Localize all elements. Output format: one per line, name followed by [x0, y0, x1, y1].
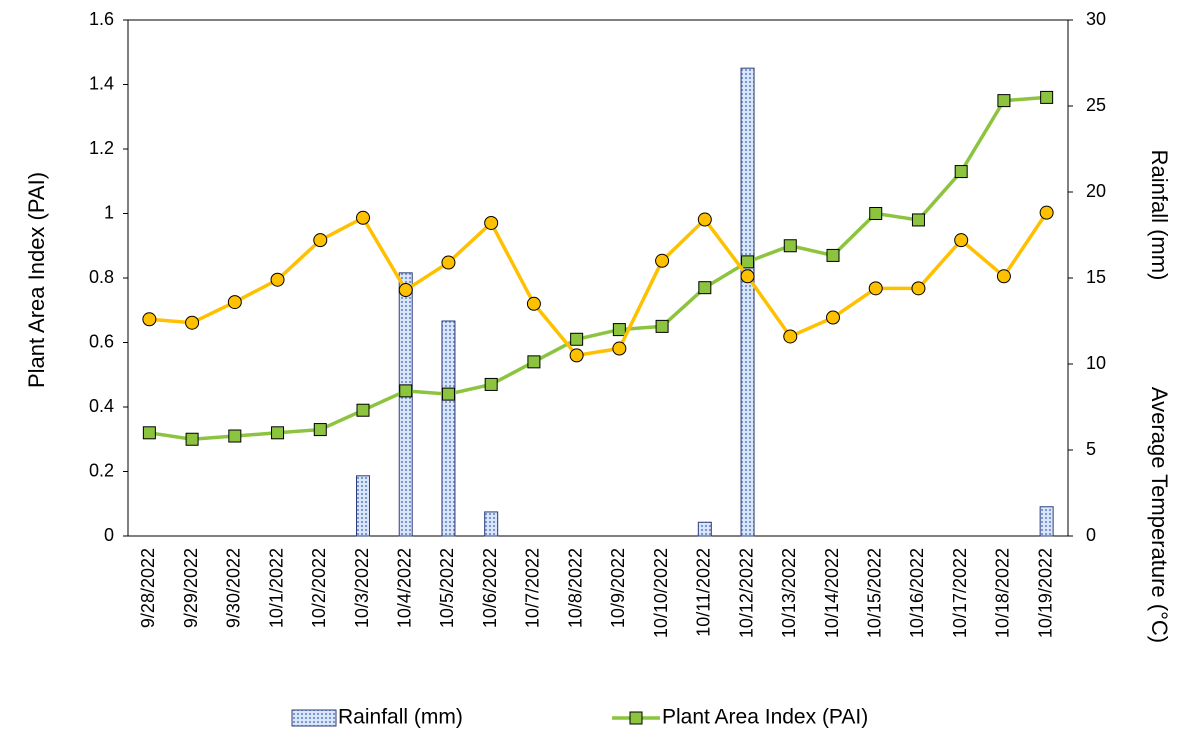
x-tick-label: 10/15/2022 — [864, 548, 884, 638]
x-tick-label: 10/14/2022 — [822, 548, 842, 638]
x-tick-label: 10/16/2022 — [907, 548, 927, 638]
x-tick-label: 10/9/2022 — [608, 548, 628, 628]
marker — [954, 233, 969, 248]
bar — [398, 272, 413, 537]
y2-tick-label: 15 — [1086, 267, 1106, 287]
marker — [996, 269, 1011, 284]
x-tick-label: 10/17/2022 — [950, 548, 970, 638]
line — [149, 211, 1049, 358]
marker — [911, 281, 926, 296]
marker — [826, 310, 840, 325]
marker — [997, 94, 1011, 108]
bar — [441, 320, 456, 537]
x-tick-label: 9/28/2022 — [138, 548, 158, 628]
marker — [526, 296, 541, 311]
marker — [569, 348, 584, 363]
marker — [570, 332, 584, 346]
x-tick-label: 10/5/2022 — [437, 548, 457, 628]
legend-label: Rainfall (mm) — [338, 706, 463, 729]
x-tick-label: 10/11/2022 — [694, 548, 714, 637]
marker — [612, 323, 626, 337]
y-tick-label: 0.2 — [89, 460, 114, 480]
marker — [441, 255, 456, 270]
marker — [954, 165, 968, 179]
y-tick-label: 1 — [104, 202, 114, 222]
marker — [740, 269, 755, 284]
y2-tick-label: 30 — [1086, 9, 1106, 29]
bar — [697, 521, 712, 537]
y2-tick-label: 10 — [1086, 353, 1106, 373]
marker — [228, 429, 242, 443]
x-tick-label: 10/3/2022 — [352, 548, 372, 628]
marker — [527, 355, 541, 369]
legend-label: Plant Area Index (PAI) — [662, 706, 868, 729]
y-tick-label: 0.8 — [89, 267, 114, 287]
marker — [1039, 205, 1054, 220]
x-tick-label: 10/1/2022 — [266, 548, 286, 628]
y2-tick-label: 5 — [1086, 439, 1096, 459]
y2-axis-title: Average Temperature (°C) — [1147, 387, 1172, 643]
marker — [313, 233, 328, 248]
marker — [869, 207, 883, 220]
marker — [142, 312, 157, 327]
x-tick-label: 10/6/2022 — [480, 548, 500, 628]
x-tick-label: 10/13/2022 — [779, 548, 799, 638]
line — [149, 95, 1047, 442]
legend-swatch — [629, 711, 643, 725]
marker — [741, 255, 755, 269]
y-tick-label: 0.6 — [89, 331, 114, 351]
marker — [484, 377, 498, 391]
marker — [697, 212, 712, 227]
marker — [484, 215, 499, 230]
x-tick-label: 10/12/2022 — [736, 548, 756, 638]
marker — [227, 295, 242, 310]
marker — [868, 281, 883, 296]
y-tick-label: 0.4 — [89, 396, 114, 416]
marker — [783, 329, 798, 344]
y-axis-title: Plant Area Index (PAI) — [24, 172, 49, 388]
y-tick-label: 1.6 — [89, 9, 114, 29]
x-tick-label: 10/2/2022 — [309, 548, 329, 628]
bar — [1039, 506, 1054, 537]
y2-axis-title: Rainfall (mm) — [1147, 150, 1172, 281]
y-tick-label: 1.2 — [89, 138, 114, 158]
y2-tick-label: 20 — [1086, 181, 1106, 201]
marker — [356, 210, 370, 225]
x-tick-label: 10/7/2022 — [523, 548, 543, 628]
bar — [740, 67, 755, 537]
bar — [356, 475, 370, 537]
marker — [612, 341, 627, 356]
marker — [185, 432, 199, 446]
y-tick-label: 1.4 — [89, 73, 114, 93]
marker — [398, 283, 413, 298]
marker — [698, 281, 712, 295]
y2-tick-label: 25 — [1086, 95, 1106, 115]
bar — [484, 511, 499, 537]
x-tick-label: 9/30/2022 — [224, 548, 244, 628]
marker — [313, 423, 327, 437]
marker — [142, 426, 156, 440]
marker — [270, 272, 285, 287]
marker — [1040, 90, 1054, 104]
marker — [271, 426, 285, 440]
x-tick-label: 10/8/2022 — [565, 548, 585, 628]
marker — [655, 319, 669, 333]
marker — [441, 387, 455, 401]
legend-swatch — [291, 709, 337, 727]
x-tick-label: 10/4/2022 — [394, 548, 414, 628]
y-tick-label: 0 — [104, 525, 114, 545]
x-tick-label: 10/19/2022 — [1035, 548, 1055, 638]
marker — [399, 384, 413, 398]
marker — [911, 213, 925, 227]
x-tick-label: 10/10/2022 — [651, 548, 671, 638]
y2-tick-label: 0 — [1086, 525, 1096, 545]
marker — [826, 248, 840, 262]
x-tick-label: 10/18/2022 — [993, 548, 1013, 638]
marker — [655, 253, 670, 268]
marker — [783, 239, 797, 253]
x-tick-label: 9/29/2022 — [181, 548, 201, 628]
marker — [185, 315, 200, 330]
marker — [356, 403, 370, 417]
